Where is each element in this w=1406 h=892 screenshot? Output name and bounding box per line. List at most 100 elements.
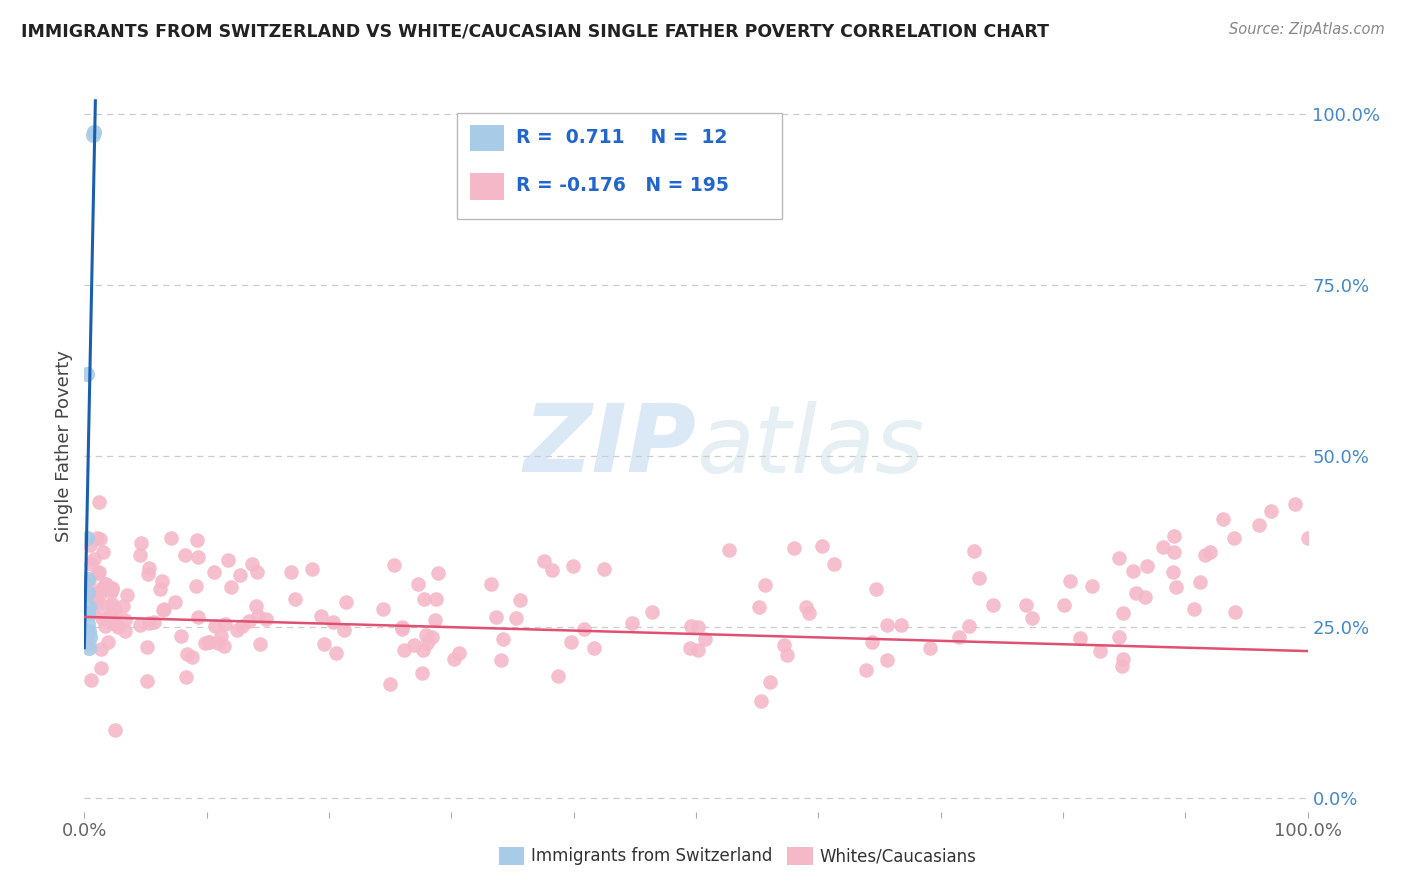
Point <box>1112 606 1135 620</box>
Point <box>240 558 263 572</box>
Point <box>413 591 436 606</box>
Text: Source: ZipAtlas.com: Source: ZipAtlas.com <box>1229 22 1385 37</box>
Point <box>301 562 323 576</box>
Point <box>1284 497 1306 511</box>
Point <box>129 618 152 632</box>
Point <box>142 615 165 630</box>
Point <box>391 620 413 634</box>
Point <box>90 611 112 625</box>
Point <box>1021 611 1043 625</box>
Point <box>170 629 193 643</box>
Point <box>371 602 394 616</box>
Point <box>249 637 271 651</box>
Point <box>181 649 204 664</box>
Point <box>107 620 129 634</box>
Point <box>1080 579 1102 593</box>
Point <box>228 567 250 582</box>
Text: Immigrants from Switzerland: Immigrants from Switzerland <box>531 847 773 865</box>
Point <box>479 577 502 591</box>
Point <box>83 588 105 602</box>
Point <box>184 579 207 593</box>
Point <box>90 582 112 597</box>
Point <box>89 589 111 603</box>
Bar <box>470 173 503 200</box>
Point <box>1223 605 1246 619</box>
Point <box>783 541 806 556</box>
Point <box>1223 531 1246 545</box>
Point <box>202 565 225 579</box>
Point <box>207 635 229 649</box>
Point <box>981 598 1004 612</box>
Point <box>194 636 217 650</box>
Point <box>100 609 122 624</box>
Point <box>492 632 515 646</box>
Point <box>136 567 159 582</box>
Point <box>422 630 444 644</box>
Point <box>773 639 796 653</box>
Point <box>150 574 173 589</box>
Point <box>823 558 845 572</box>
Point <box>920 640 942 655</box>
Point <box>79 637 101 651</box>
Point <box>214 617 236 632</box>
Point <box>80 606 103 620</box>
Point <box>423 613 446 627</box>
Point <box>149 582 172 596</box>
Point <box>97 599 120 614</box>
Point <box>855 663 877 677</box>
Point <box>561 558 583 573</box>
Point <box>129 536 152 550</box>
Point <box>198 635 221 649</box>
Point <box>541 563 564 577</box>
Point <box>1247 517 1270 532</box>
Point <box>176 648 198 662</box>
Point <box>426 566 449 580</box>
Point <box>212 639 235 653</box>
Point <box>335 595 357 609</box>
Point <box>111 599 134 613</box>
Point <box>415 627 437 641</box>
Point <box>1108 630 1130 644</box>
Point <box>87 566 110 581</box>
Point <box>136 640 159 654</box>
Point <box>382 558 405 572</box>
Point <box>135 674 157 689</box>
Point <box>217 553 239 567</box>
Point <box>80 673 103 687</box>
Point <box>84 594 107 608</box>
Point <box>197 635 219 649</box>
Point <box>1108 551 1130 566</box>
Point <box>104 605 127 619</box>
Point <box>391 623 413 637</box>
Point <box>1296 531 1319 545</box>
Point <box>96 576 118 591</box>
Point <box>100 584 122 599</box>
Point <box>1152 540 1174 554</box>
Point <box>509 592 531 607</box>
Point <box>114 624 136 639</box>
Point <box>84 586 107 600</box>
Text: IMMIGRANTS FROM SWITZERLAND VS WHITE/CAUCASIAN SINGLE FATHER POVERTY CORRELATION: IMMIGRANTS FROM SWITZERLAND VS WHITE/CAU… <box>21 22 1049 40</box>
Point <box>94 611 117 625</box>
Point <box>77 572 100 586</box>
Point <box>204 618 226 632</box>
Point <box>1053 598 1076 612</box>
Point <box>485 609 508 624</box>
Point <box>101 597 124 611</box>
Point <box>948 630 970 644</box>
Point <box>77 586 100 600</box>
Point <box>187 549 209 564</box>
Text: Whites/Caucasians: Whites/Caucasians <box>820 847 977 865</box>
Y-axis label: Single Father Poverty: Single Father Poverty <box>55 350 73 542</box>
Point <box>1212 512 1234 526</box>
Point <box>560 635 582 649</box>
Text: atlas: atlas <box>696 401 924 491</box>
Point <box>1112 652 1135 666</box>
Point <box>404 638 426 652</box>
Point <box>77 616 100 631</box>
Point <box>679 641 702 656</box>
Point <box>1163 545 1185 559</box>
Point <box>592 562 614 576</box>
Point <box>865 582 887 597</box>
Point <box>1088 644 1111 658</box>
